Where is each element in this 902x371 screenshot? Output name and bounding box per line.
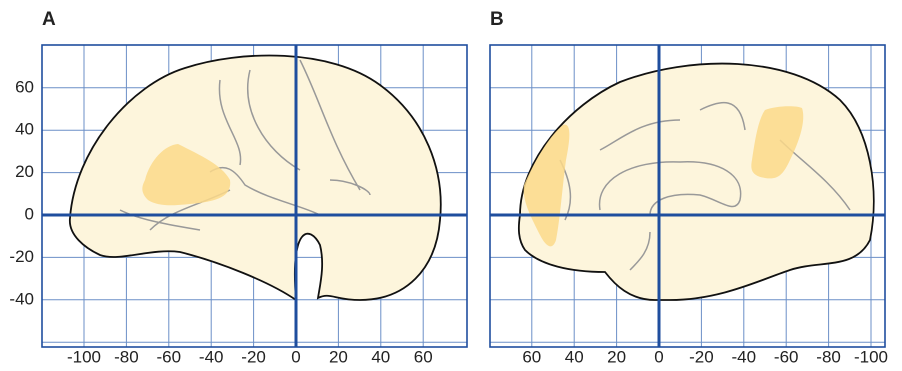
panel-b (490, 45, 885, 347)
x-tick-label: 60 (414, 347, 433, 366)
brain-outline (519, 64, 874, 300)
x-tick-label: -60 (157, 347, 182, 366)
x-tick-label: -100 (854, 347, 888, 366)
x-tick-label: 20 (607, 347, 626, 366)
x-tick-label: 40 (565, 347, 584, 366)
x-tick-label: 60 (522, 347, 541, 366)
x-tick-label: -20 (689, 347, 714, 366)
y-tick-label: 40 (15, 120, 34, 139)
x-tick-label: -80 (816, 347, 841, 366)
x-tick-label: 20 (329, 347, 348, 366)
x-tick-label: -60 (774, 347, 799, 366)
y-tick-label: -40 (9, 289, 34, 308)
y-tick-label: 20 (15, 162, 34, 181)
y-tick-label: 60 (15, 77, 34, 96)
x-tick-label: -80 (114, 347, 139, 366)
x-tick-label: 0 (654, 347, 663, 366)
x-tick-label: -20 (241, 347, 266, 366)
y-tick-label: 0 (25, 204, 34, 223)
x-tick-label: 40 (371, 347, 390, 366)
y-tick-label: -20 (9, 247, 34, 266)
x-tick-label: -100 (67, 347, 101, 366)
figure: A -100 -80 -60 -40 -20 0 20 40 60 60 40 20 0 -20 -40 B 60… (0, 0, 902, 371)
x-tick-label: 0 (291, 347, 300, 366)
panel-label: B (490, 9, 504, 30)
panel-label: A (42, 9, 56, 30)
panel-a (42, 45, 467, 347)
x-tick-label: -40 (199, 347, 224, 366)
x-tick-label: -40 (732, 347, 757, 366)
brain-outline (70, 55, 441, 300)
